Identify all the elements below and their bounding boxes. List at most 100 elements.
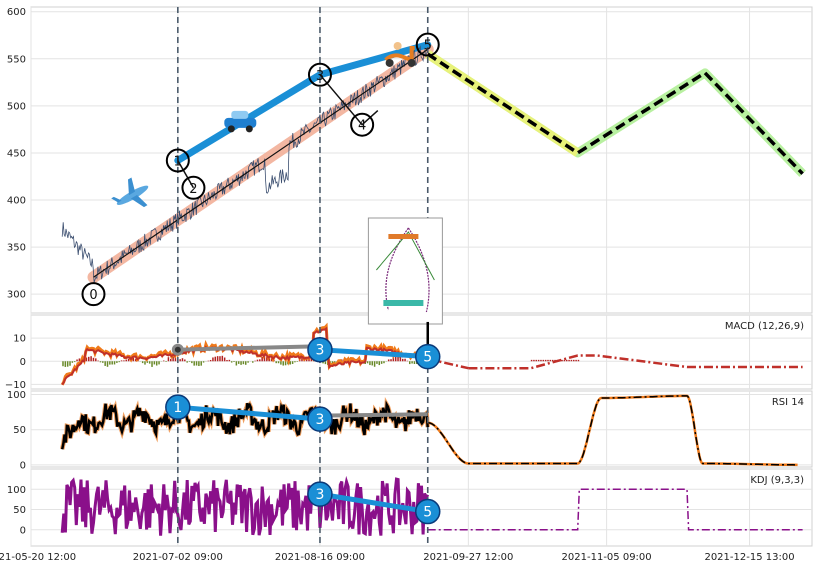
macd-hist-bar bbox=[373, 361, 376, 367]
marker-circle bbox=[165, 394, 191, 420]
marker-label: 3 bbox=[316, 412, 325, 428]
macd-hist-bar bbox=[575, 359, 577, 362]
macd-hist-bar bbox=[106, 361, 109, 367]
scooter-rider bbox=[393, 41, 402, 50]
macd-hist-bar bbox=[92, 357, 95, 362]
marker-label: 3 bbox=[316, 343, 325, 359]
macd-hist-bar bbox=[244, 361, 247, 365]
wave-label: 0 bbox=[89, 288, 97, 303]
macd-hist-bar bbox=[390, 359, 392, 362]
macd-hist-bar bbox=[141, 361, 144, 364]
macd-hist-bar bbox=[97, 360, 99, 362]
scooter-wheel bbox=[385, 58, 394, 67]
macd-hist-bar bbox=[242, 361, 245, 365]
macd-hist-bar bbox=[549, 359, 552, 362]
macd-hist-bar bbox=[383, 361, 385, 364]
macd-hist-bar bbox=[256, 359, 259, 362]
macd-hist-bar bbox=[305, 357, 308, 362]
wave-circle bbox=[181, 175, 206, 200]
macd-hist-bar bbox=[62, 361, 64, 367]
wave-label: 4 bbox=[358, 119, 366, 134]
macd-hist-bar bbox=[282, 361, 284, 366]
macd-hist-bar bbox=[193, 361, 195, 366]
macd-hist-bar bbox=[301, 357, 303, 362]
macd-hist-bar bbox=[577, 359, 580, 362]
scooter-icon bbox=[384, 41, 416, 67]
y-tick-label: 100 bbox=[7, 485, 26, 496]
marker-label: 3 bbox=[316, 487, 325, 503]
kdj-marker-3: 3 bbox=[307, 481, 333, 507]
macd-hist-bar bbox=[88, 356, 90, 362]
macd-hist-bar bbox=[202, 361, 205, 363]
y-tick-label: −10 bbox=[5, 380, 26, 391]
macd-marker-3: 3 bbox=[307, 336, 333, 363]
airplane-icon bbox=[111, 177, 149, 208]
macd-hist-bar bbox=[158, 361, 160, 365]
panel-label: MACD (12,26,9) bbox=[725, 321, 804, 332]
macd-hist-bar bbox=[188, 361, 191, 362]
macd-hist-bar bbox=[134, 358, 137, 362]
macd-hist-bar bbox=[294, 361, 296, 363]
macd-hist-bar bbox=[113, 361, 116, 365]
macd-hist-bar bbox=[547, 359, 549, 362]
scooter-wheel bbox=[407, 58, 416, 67]
macd-hist-bar bbox=[71, 361, 74, 363]
marker-circle bbox=[307, 336, 333, 363]
macd-hist-bar bbox=[90, 356, 92, 362]
macd-hist-bar bbox=[64, 361, 67, 367]
macd-hist-bar bbox=[542, 359, 545, 362]
macd-hist-bar bbox=[284, 361, 287, 366]
wave-point-5: 5 bbox=[415, 32, 440, 57]
marker-circle bbox=[414, 343, 441, 370]
macd-hist-bar bbox=[310, 357, 313, 362]
macd-hist-bar bbox=[397, 356, 399, 362]
wave-circle bbox=[307, 62, 332, 87]
macd-hist-bar bbox=[263, 356, 266, 362]
car-wheel bbox=[227, 125, 235, 133]
macd-hist-bar bbox=[162, 360, 165, 362]
macd-hist-bar bbox=[216, 356, 219, 362]
inset-thumbnail bbox=[367, 217, 443, 325]
macd-hist-bar bbox=[322, 361, 324, 364]
rsi-gray-line bbox=[319, 412, 428, 418]
macd-hist-bar bbox=[233, 361, 235, 362]
kdj-divergence bbox=[319, 491, 429, 515]
macd-hist-bar bbox=[573, 359, 575, 362]
macd-hist-bar bbox=[380, 361, 383, 364]
macd-hist-bar bbox=[401, 358, 404, 362]
marker-label: 1 bbox=[173, 400, 182, 416]
macd-hist-bar bbox=[184, 359, 186, 362]
car-wheel bbox=[245, 125, 253, 133]
macd-hist-bar bbox=[540, 359, 542, 362]
macd-hist-bar bbox=[153, 361, 156, 365]
x-tick-label: 2021-11-05 09:00 bbox=[562, 552, 652, 563]
wave-circle bbox=[81, 282, 106, 307]
wave-point-4: 4 bbox=[350, 112, 375, 137]
y-tick-label: 350 bbox=[7, 243, 26, 254]
macd-hist-bar bbox=[399, 356, 402, 362]
panel-frame-2 bbox=[30, 390, 813, 468]
macd-hist-bar bbox=[277, 361, 280, 364]
macd-hist-bar bbox=[167, 357, 170, 362]
y-tick-label: 50 bbox=[13, 425, 26, 436]
macd-hist-bar bbox=[165, 361, 167, 362]
x-tick-label: 2021-09-27 12:00 bbox=[423, 552, 513, 563]
macd-hist-bar bbox=[289, 361, 292, 365]
macd-hist-bar bbox=[551, 359, 554, 362]
airplane-body bbox=[116, 185, 149, 205]
rsi-marker-3: 3 bbox=[307, 406, 333, 432]
macd-hist-bar bbox=[144, 361, 146, 365]
macd-hist-bar bbox=[570, 359, 573, 362]
inset-frame bbox=[367, 217, 443, 325]
marker-circle bbox=[307, 481, 333, 507]
macd-hist-bar bbox=[226, 360, 228, 362]
macd-hist-bar bbox=[95, 358, 97, 362]
airplane-wings bbox=[111, 177, 148, 208]
macd-hist-bar bbox=[247, 361, 249, 363]
car-window bbox=[231, 110, 249, 119]
macd-hist-bar bbox=[413, 361, 416, 365]
macd-hist-bar bbox=[259, 359, 261, 362]
y-tick-label: 550 bbox=[7, 54, 26, 65]
macd-hist-bar bbox=[324, 361, 327, 365]
